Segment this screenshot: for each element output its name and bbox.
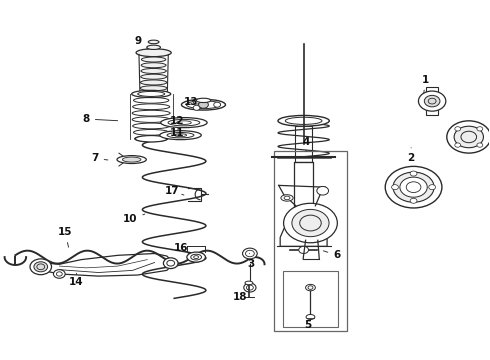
Circle shape [393, 172, 434, 202]
Ellipse shape [148, 40, 159, 44]
Ellipse shape [135, 91, 168, 97]
Ellipse shape [306, 284, 316, 291]
Ellipse shape [191, 254, 201, 260]
Text: 3: 3 [248, 253, 255, 269]
Ellipse shape [142, 57, 166, 62]
Circle shape [410, 198, 417, 203]
Ellipse shape [161, 118, 207, 128]
Text: 15: 15 [58, 227, 73, 247]
Circle shape [392, 185, 398, 190]
Circle shape [454, 126, 484, 148]
Ellipse shape [285, 117, 322, 125]
Text: 18: 18 [233, 289, 247, 302]
Ellipse shape [135, 135, 167, 142]
Ellipse shape [140, 86, 167, 91]
Ellipse shape [196, 98, 211, 103]
Ellipse shape [136, 49, 171, 57]
Circle shape [214, 102, 220, 107]
Text: 2: 2 [408, 148, 415, 163]
Ellipse shape [187, 252, 205, 262]
Bar [274, 151, 346, 330]
Ellipse shape [135, 136, 168, 141]
Ellipse shape [160, 131, 201, 140]
Text: 17: 17 [165, 186, 184, 196]
Text: 7: 7 [91, 153, 108, 163]
Text: 6: 6 [323, 250, 341, 260]
Circle shape [193, 105, 200, 110]
Text: 16: 16 [174, 243, 189, 254]
Circle shape [455, 127, 461, 131]
Circle shape [53, 270, 65, 278]
Text: 1: 1 [422, 75, 429, 93]
Text: 4: 4 [302, 138, 310, 151]
Ellipse shape [168, 120, 200, 126]
Text: 8: 8 [83, 114, 118, 124]
Ellipse shape [132, 117, 170, 122]
Ellipse shape [167, 132, 194, 138]
Ellipse shape [133, 130, 169, 135]
Circle shape [317, 186, 329, 195]
Ellipse shape [133, 123, 170, 129]
Circle shape [477, 143, 483, 147]
Ellipse shape [278, 116, 329, 126]
Circle shape [400, 177, 427, 197]
Ellipse shape [141, 80, 167, 85]
Circle shape [429, 185, 436, 190]
Bar [295, 126, 313, 162]
Circle shape [447, 121, 490, 153]
Ellipse shape [132, 90, 171, 98]
Text: 9: 9 [135, 36, 147, 49]
Circle shape [163, 258, 178, 269]
Ellipse shape [122, 157, 141, 162]
Text: 5: 5 [304, 320, 311, 330]
Ellipse shape [141, 63, 166, 68]
Ellipse shape [132, 110, 170, 116]
Text: 12: 12 [170, 116, 184, 126]
Text: 10: 10 [123, 214, 145, 224]
Ellipse shape [245, 281, 253, 285]
Bar [283, 271, 338, 327]
Ellipse shape [140, 91, 167, 96]
Text: 11: 11 [170, 128, 184, 138]
Ellipse shape [117, 156, 147, 163]
Circle shape [292, 210, 329, 237]
Circle shape [193, 99, 200, 104]
Circle shape [410, 171, 417, 176]
Ellipse shape [141, 68, 166, 73]
Bar [426, 87, 438, 116]
Circle shape [455, 143, 461, 147]
Ellipse shape [243, 248, 257, 259]
Circle shape [418, 91, 446, 111]
Ellipse shape [133, 104, 170, 109]
Circle shape [477, 127, 483, 131]
Circle shape [284, 203, 337, 243]
Ellipse shape [147, 45, 160, 49]
Circle shape [424, 95, 440, 107]
Circle shape [34, 262, 48, 272]
Text: 13: 13 [184, 97, 198, 107]
Circle shape [30, 259, 51, 275]
Ellipse shape [244, 283, 256, 292]
Ellipse shape [133, 98, 169, 103]
Ellipse shape [306, 315, 315, 319]
Circle shape [299, 246, 309, 253]
Ellipse shape [141, 74, 167, 79]
Text: 14: 14 [69, 273, 84, 287]
Ellipse shape [181, 99, 225, 110]
Bar [294, 162, 314, 228]
Ellipse shape [281, 195, 293, 201]
Circle shape [198, 101, 208, 108]
Circle shape [385, 166, 442, 208]
